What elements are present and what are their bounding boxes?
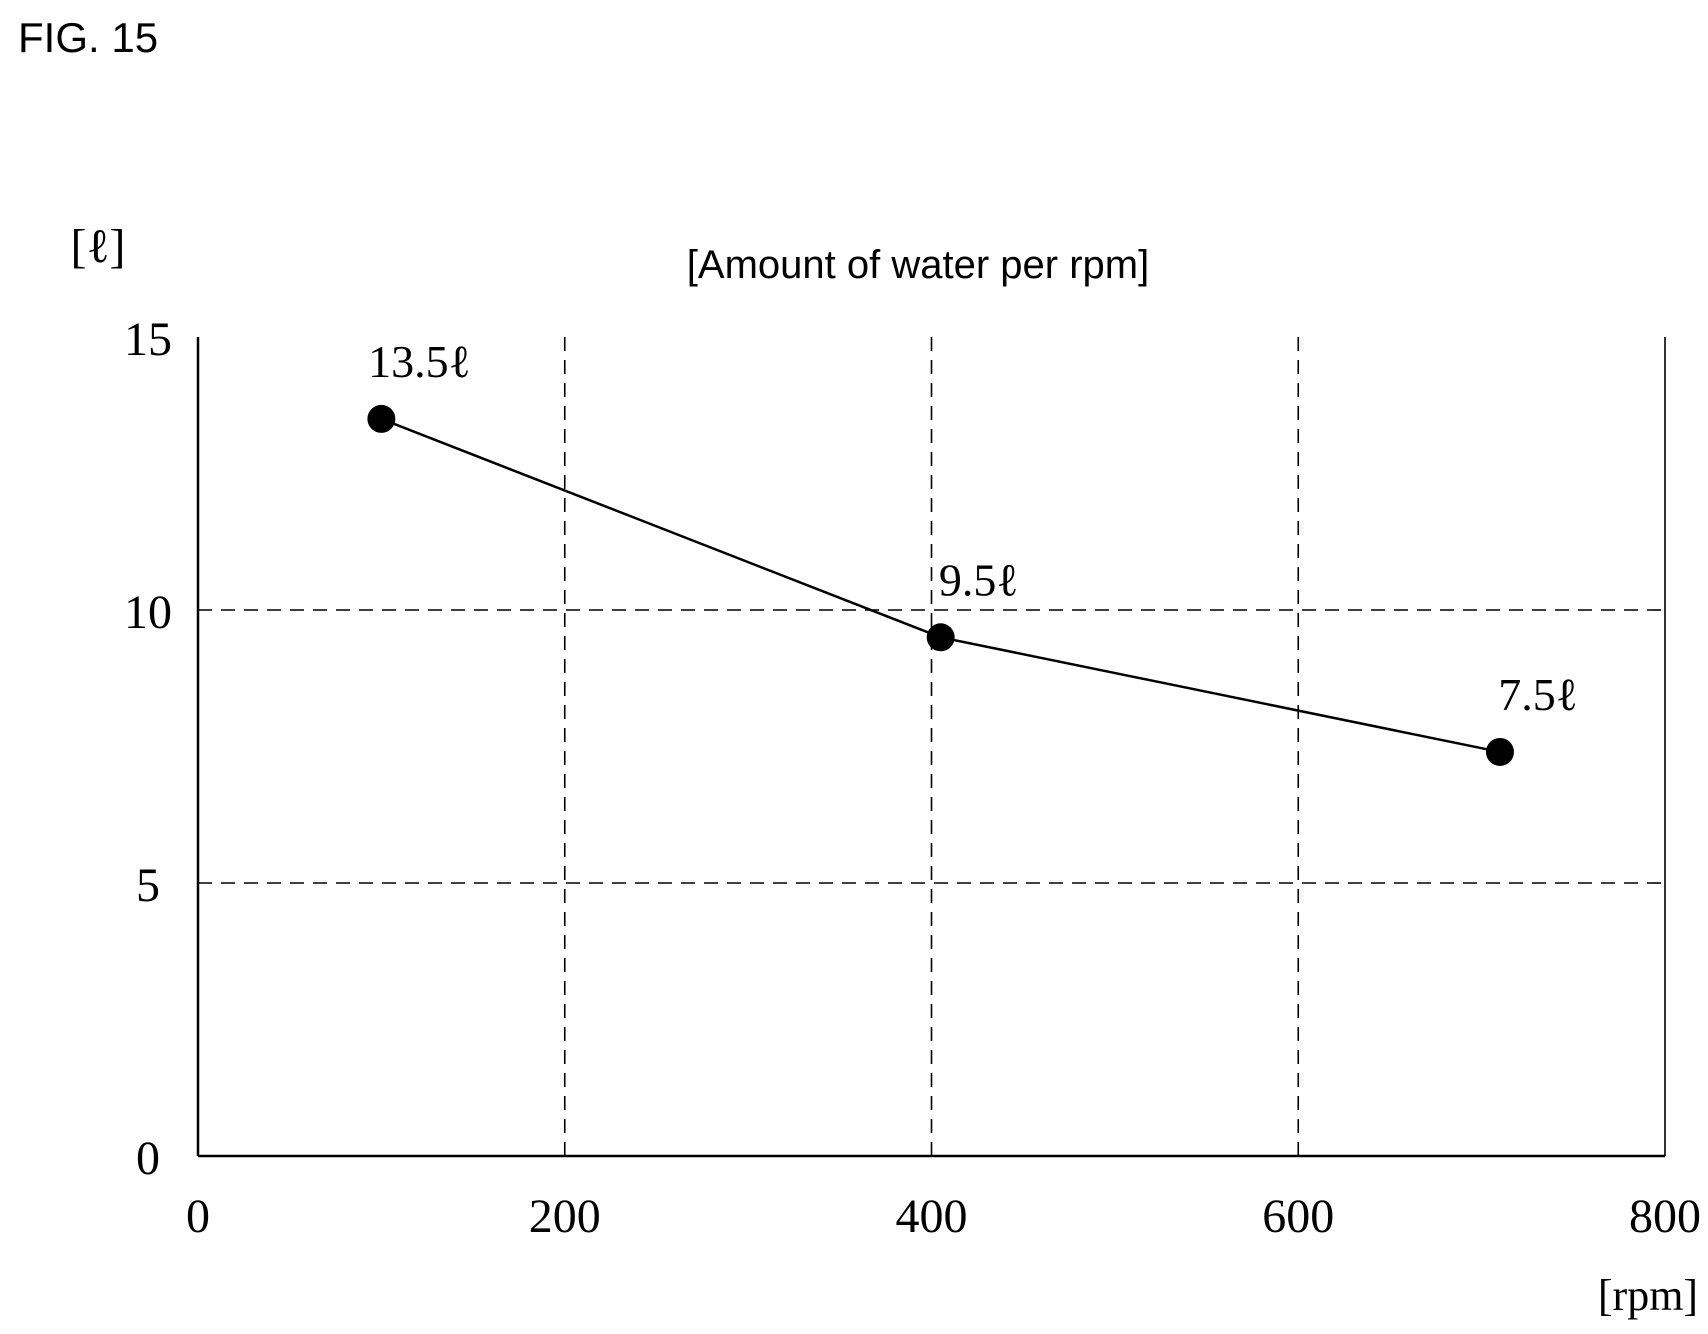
x-tick-label-200: 200 xyxy=(529,1190,601,1243)
series: 13.5ℓ 9.5ℓ 7.5ℓ xyxy=(367,336,1578,766)
y-tick-label-5: 5 xyxy=(136,859,160,912)
data-point-2 xyxy=(1485,737,1514,766)
y-tick-label-15: 15 xyxy=(124,313,172,366)
x-tick-label-0: 0 xyxy=(186,1190,210,1243)
data-label-1: 9.5ℓ xyxy=(939,554,1019,605)
x-tick-label-400: 400 xyxy=(896,1190,968,1243)
y-tick-label-10: 10 xyxy=(124,586,172,639)
y-axis-label: [ℓ] xyxy=(71,220,126,273)
data-label-2: 7.5ℓ xyxy=(1498,669,1578,720)
figure-label: FIG. 15 xyxy=(18,14,159,61)
x-tick-label-600: 600 xyxy=(1262,1190,1334,1243)
grid xyxy=(198,337,1666,1156)
data-point-0 xyxy=(367,404,396,433)
chart-title: [Amount of water per rpm] xyxy=(687,243,1149,287)
data-point-1 xyxy=(926,623,955,652)
data-label-0: 13.5ℓ xyxy=(368,336,471,387)
y-tick-label-0: 0 xyxy=(136,1132,160,1185)
ticks: 0 200 400 600 800 0 5 10 15 xyxy=(124,313,1701,1243)
x-axis-label: [rpm] xyxy=(1598,1271,1698,1320)
x-tick-label-800: 800 xyxy=(1629,1190,1701,1243)
axes xyxy=(196,337,1665,1158)
